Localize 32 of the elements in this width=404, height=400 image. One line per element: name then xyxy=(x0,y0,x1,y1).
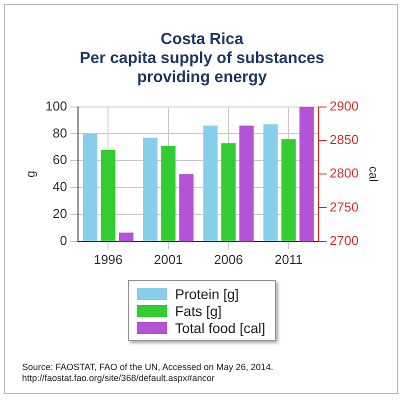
bar xyxy=(82,134,98,241)
chart-subtitle: Per capita supply of substances providing energy xyxy=(78,49,326,87)
y-tick-label: 80 xyxy=(52,125,68,140)
y-tick-label: 60 xyxy=(52,152,68,168)
y2-tick-label: 2900 xyxy=(330,98,359,114)
bar xyxy=(263,124,278,241)
y2-tick-label: 2850 xyxy=(330,132,359,148)
legend-label: Total food [cal] xyxy=(175,320,266,336)
y-tick-label: 40 xyxy=(52,179,68,194)
legend-label: Fats [g] xyxy=(175,302,222,318)
text: http://faostat.fao.org/site/368/default.aspx#ancor xyxy=(22,373,216,384)
x-tick-label: 2006 xyxy=(214,252,243,267)
y2-tick-label: 2800 xyxy=(330,166,359,181)
bar xyxy=(161,146,176,241)
y-tick-label: 20 xyxy=(52,206,68,222)
x-tick-label: 1996 xyxy=(94,252,123,267)
chart-title: Costa Rica xyxy=(160,30,244,49)
legend-label: Protein [g] xyxy=(175,286,239,302)
source-note: Source: FAOSTAT, FAO of the UN, Accessed on May 26, 2014. xyxy=(22,362,274,373)
y-axis-title: g xyxy=(24,170,38,178)
x-tick-label: 2001 xyxy=(154,252,183,267)
y2-axis-title: cal xyxy=(366,166,380,182)
y-tick-label: 100 xyxy=(45,98,68,114)
bar xyxy=(203,126,218,241)
y2-tick-label: 2750 xyxy=(330,199,359,214)
bar xyxy=(143,138,158,241)
x-tick-label: 2011 xyxy=(274,252,303,267)
bar xyxy=(281,139,296,241)
bar xyxy=(221,143,236,241)
bar xyxy=(100,150,116,241)
y-tick-label: 0 xyxy=(60,232,68,248)
y2-tick-label: 2700 xyxy=(330,232,359,248)
